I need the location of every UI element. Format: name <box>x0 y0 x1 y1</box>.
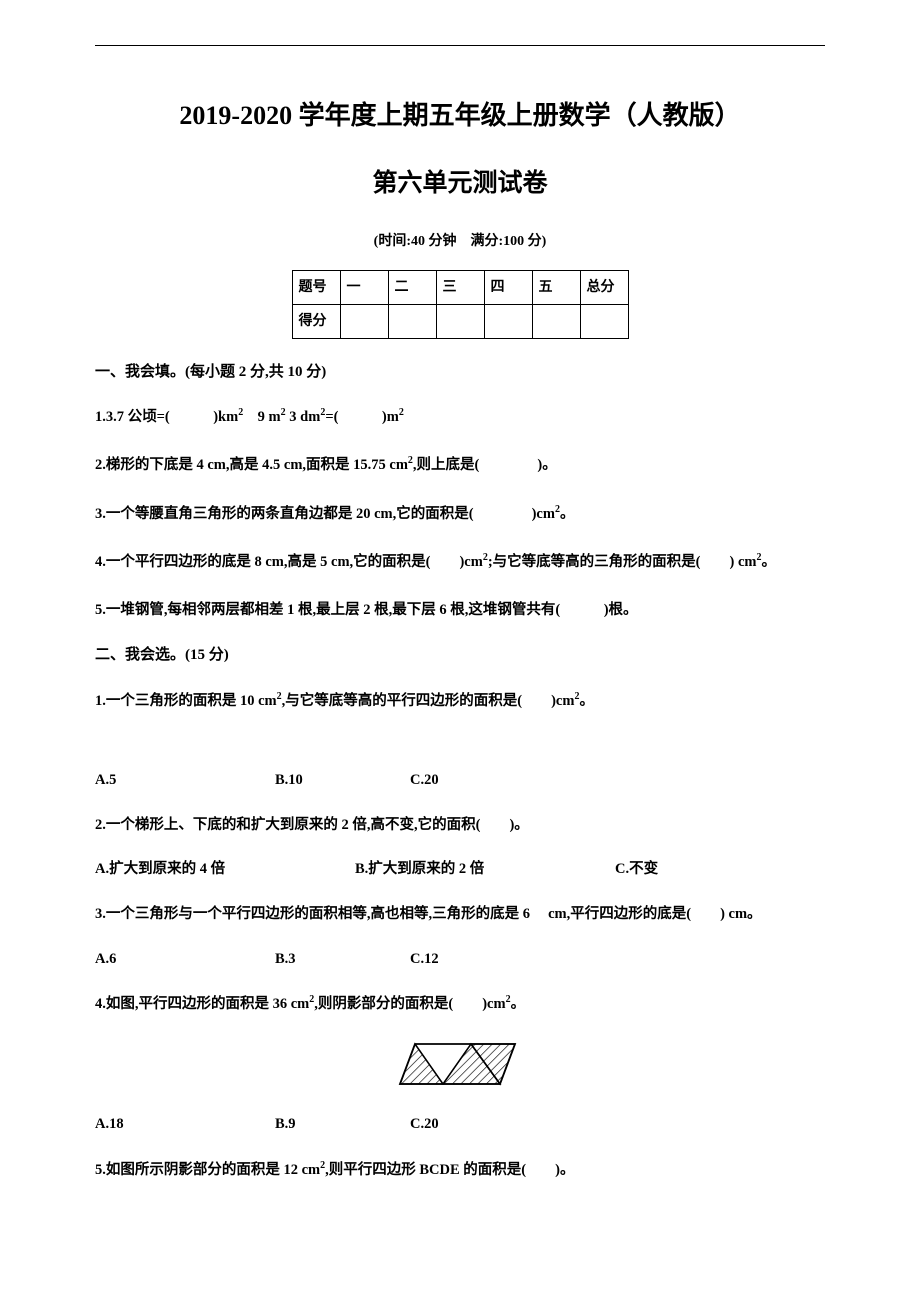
text: ,则上底是( )。 <box>413 457 557 473</box>
text: 4.如图,平行四边形的面积是 36 cm <box>95 996 309 1012</box>
s1-q1: 1.3.7 公顷=( )km2 9 m2 3 dm2=( )m2 <box>95 403 825 431</box>
s2-q3: 3.一个三角形与一个平行四边形的面积相等,高也相等,三角形的底是 6 cm,平行… <box>95 901 825 929</box>
text: ,则阴影部分的面积是( )cm <box>314 996 505 1012</box>
sup: 2 <box>399 407 404 418</box>
text: 9 m <box>243 409 280 425</box>
text: 。 <box>511 996 526 1012</box>
s2-q2: 2.一个梯形上、下底的和扩大到原来的 2 倍,高不变,它的面积( )。 <box>95 812 825 840</box>
s2-q4-options: A.18 B.9 C.20 <box>95 1114 825 1136</box>
section1-header: 一、我会填。(每小题 2 分,共 10 分) <box>95 361 825 384</box>
table-row: 题号 一 二 三 四 五 总分 <box>292 270 628 304</box>
s1-q2: 2.梯形的下底是 4 cm,高是 4.5 cm,面积是 15.75 cm2,则上… <box>95 451 825 479</box>
text: 。 <box>560 506 575 522</box>
cell: 总分 <box>580 270 628 304</box>
s1-q5: 5.一堆钢管,每相邻两层都相差 1 根,最上层 2 根,最下层 6 根,这堆钢管… <box>95 597 825 625</box>
s2-q2-options: A.扩大到原来的 4 倍 B.扩大到原来的 2 倍 C.不变 <box>95 859 825 881</box>
s2-q1-options: A.5 B.10 C.20 <box>95 770 825 792</box>
text: 3.一个等腰直角三角形的两条直角边都是 20 cm,它的面积是( )cm <box>95 506 555 522</box>
cell <box>388 304 436 338</box>
cell: 二 <box>388 270 436 304</box>
text: ;与它等底等高的三角形的面积是( ) cm <box>488 554 757 570</box>
cell: 得分 <box>292 304 340 338</box>
cell: 三 <box>436 270 484 304</box>
text: ,与它等底等高的平行四边形的面积是( )cm <box>282 692 575 708</box>
text: ,则平行四边形 BCDE 的面积是( )。 <box>325 1162 574 1178</box>
option-c: C.20 <box>410 1114 439 1136</box>
text: 1.一个三角形的面积是 10 cm <box>95 692 277 708</box>
score-table: 题号 一 二 三 四 五 总分 得分 <box>292 270 629 339</box>
text: 。 <box>579 692 594 708</box>
option-b: B.3 <box>275 949 410 971</box>
cell: 五 <box>532 270 580 304</box>
exam-meta: (时间:40 分钟 满分:100 分) <box>95 231 825 252</box>
s1-q3: 3.一个等腰直角三角形的两条直角边都是 20 cm,它的面积是( )cm2。 <box>95 500 825 528</box>
q4-figure <box>95 1039 825 1097</box>
section2-header: 二、我会选。(15 分) <box>95 644 825 667</box>
option-a: A.6 <box>95 949 275 971</box>
text: 4.一个平行四边形的底是 8 cm,高是 5 cm,它的面积是( )cm <box>95 554 483 570</box>
cell <box>340 304 388 338</box>
cell <box>484 304 532 338</box>
option-a: A.18 <box>95 1114 275 1136</box>
text: 2.梯形的下底是 4 cm,高是 4.5 cm,面积是 15.75 cm <box>95 457 408 473</box>
s2-q4: 4.如图,平行四边形的面积是 36 cm2,则阴影部分的面积是( )cm2。 <box>95 990 825 1018</box>
text: 。 <box>761 554 776 570</box>
cell <box>532 304 580 338</box>
parallelogram-icon <box>395 1039 525 1089</box>
text: 3 dm <box>286 409 321 425</box>
s2-q3-options: A.6 B.3 C.12 <box>95 949 825 971</box>
cell: 一 <box>340 270 388 304</box>
option-b: B.10 <box>275 770 410 792</box>
option-b: B.扩大到原来的 2 倍 <box>355 859 615 881</box>
option-a: A.5 <box>95 770 275 792</box>
text: 1.3.7 公顷=( )km <box>95 409 238 425</box>
text: 5.如图所示阴影部分的面积是 12 cm <box>95 1162 320 1178</box>
option-a: A.扩大到原来的 4 倍 <box>95 859 355 881</box>
s2-q1: 1.一个三角形的面积是 10 cm2,与它等底等高的平行四边形的面积是( )cm… <box>95 687 825 715</box>
option-c: C.20 <box>410 770 439 792</box>
sub-title: 第六单元测试卷 <box>95 165 825 203</box>
cell: 四 <box>484 270 532 304</box>
option-c: C.12 <box>410 949 439 971</box>
table-row: 得分 <box>292 304 628 338</box>
text: =( )m <box>325 409 399 425</box>
main-title: 2019-2020 学年度上期五年级上册数学（人教版） <box>95 96 825 135</box>
s2-q5: 5.如图所示阴影部分的面积是 12 cm2,则平行四边形 BCDE 的面积是( … <box>95 1156 825 1184</box>
top-divider <box>95 45 825 46</box>
option-b: B.9 <box>275 1114 410 1136</box>
cell <box>580 304 628 338</box>
cell <box>436 304 484 338</box>
s1-q4: 4.一个平行四边形的底是 8 cm,高是 5 cm,它的面积是( )cm2;与它… <box>95 548 825 576</box>
cell: 题号 <box>292 270 340 304</box>
option-c: C.不变 <box>615 859 658 881</box>
